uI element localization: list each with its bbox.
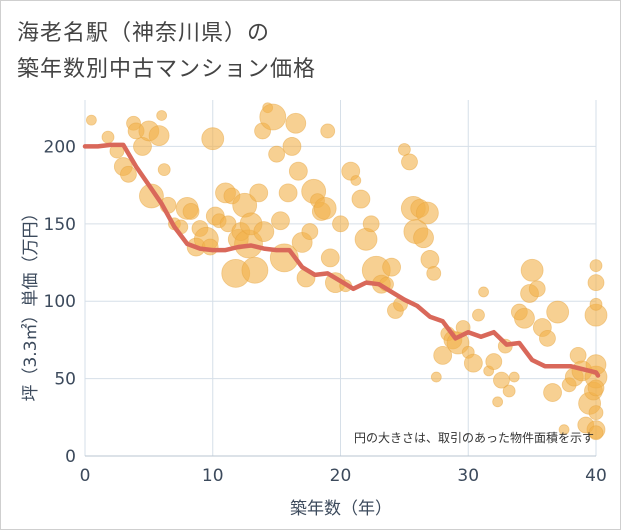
data-bubble bbox=[271, 211, 290, 231]
data-bubble bbox=[268, 145, 286, 163]
data-bubble bbox=[587, 379, 605, 397]
data-bubble bbox=[589, 259, 603, 273]
data-bubble bbox=[120, 165, 137, 183]
y-tick-label: 100 bbox=[44, 292, 76, 312]
data-bubble bbox=[278, 183, 298, 203]
data-bubble bbox=[588, 405, 604, 421]
data-bubble bbox=[253, 221, 275, 242]
data-bubble bbox=[589, 297, 603, 311]
chart-title-line1: 海老名駅（神奈川県）の bbox=[17, 21, 271, 46]
data-bubble bbox=[282, 137, 302, 156]
data-bubble bbox=[182, 203, 200, 220]
data-bubble bbox=[493, 371, 510, 389]
y-tick-label: 200 bbox=[44, 137, 76, 157]
data-bubble bbox=[528, 280, 546, 298]
data-bubble bbox=[288, 161, 308, 181]
y-tick-label: 150 bbox=[44, 215, 76, 235]
data-bubble bbox=[259, 103, 287, 131]
data-bubble bbox=[301, 223, 319, 240]
data-bubble bbox=[413, 227, 434, 249]
data-bubble bbox=[587, 274, 605, 292]
data-bubble bbox=[351, 189, 371, 209]
data-bubble bbox=[382, 257, 402, 277]
data-bubble bbox=[285, 112, 307, 134]
data-bubble bbox=[485, 353, 503, 370]
data-bubble bbox=[508, 371, 520, 383]
data-bubble bbox=[492, 396, 504, 408]
data-bubble bbox=[313, 196, 337, 220]
data-bubble bbox=[463, 353, 483, 373]
data-bubble bbox=[156, 110, 168, 121]
x-tick-label: 40 bbox=[585, 466, 607, 486]
data-bubble bbox=[502, 384, 516, 398]
y-axis-ticks: 0 50 100 150 200 bbox=[44, 137, 76, 467]
x-axis-ticks: 0 10 20 30 40 bbox=[80, 466, 607, 486]
data-bubble bbox=[362, 215, 380, 233]
trend-line bbox=[82, 142, 601, 378]
data-bubble bbox=[430, 371, 442, 383]
x-tick-label: 10 bbox=[202, 466, 224, 486]
data-bubble bbox=[148, 125, 170, 147]
data-bubble bbox=[241, 256, 269, 284]
x-axis-label: 築年数（年） bbox=[290, 499, 392, 519]
data-bubble bbox=[433, 345, 453, 365]
trend-line-series bbox=[82, 142, 601, 378]
data-bubble bbox=[426, 265, 442, 281]
data-bubble bbox=[543, 383, 562, 402]
x-tick-label: 0 bbox=[80, 466, 91, 486]
data-bubble bbox=[539, 329, 556, 347]
data-bubble bbox=[558, 424, 570, 436]
data-bubble bbox=[320, 123, 336, 139]
data-bubble bbox=[101, 130, 115, 144]
data-bubble bbox=[332, 215, 349, 233]
data-bubble bbox=[520, 258, 544, 282]
data-bubble bbox=[157, 163, 171, 177]
bubble-series bbox=[85, 102, 608, 441]
y-tick-label: 0 bbox=[65, 447, 76, 467]
data-bubble bbox=[401, 153, 418, 171]
y-axis-label: 坪（3.3㎡）単価（万円） bbox=[21, 204, 41, 401]
data-bubble bbox=[472, 308, 485, 322]
data-bubble bbox=[201, 127, 225, 151]
chart-title-line2: 築年数別中古マンション価格 bbox=[17, 57, 317, 82]
data-bubble bbox=[139, 183, 164, 209]
data-bubble bbox=[478, 286, 489, 298]
data-bubble bbox=[320, 248, 340, 268]
y-tick-label: 50 bbox=[54, 370, 76, 390]
x-tick-label: 30 bbox=[457, 466, 479, 486]
x-tick-label: 20 bbox=[330, 466, 352, 486]
data-bubble bbox=[588, 425, 604, 441]
data-bubble bbox=[249, 183, 269, 203]
data-bubble bbox=[350, 175, 362, 186]
data-bubble bbox=[85, 114, 97, 126]
data-bubble bbox=[546, 300, 570, 324]
chart-note: 円の大きさは、取引のあった物件面積を示す bbox=[354, 430, 594, 445]
data-bubble bbox=[514, 307, 535, 329]
data-bubble bbox=[420, 250, 440, 269]
data-bubble bbox=[415, 201, 439, 225]
